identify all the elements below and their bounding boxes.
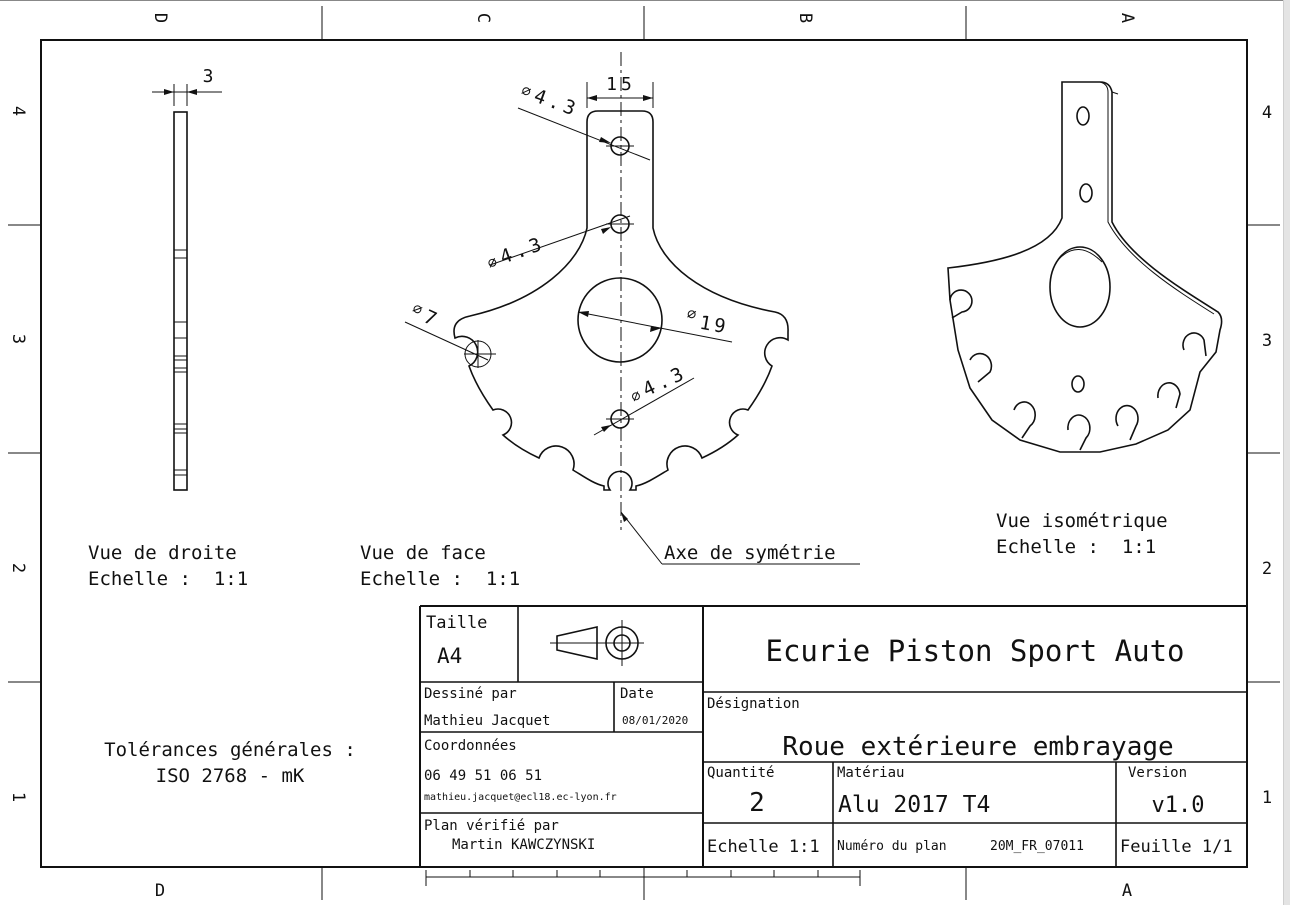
frame-labels: D C B A D A 4 3 2 1 4 3 2 1 — [8, 13, 1272, 901]
material-value: Alu 2017 T4 — [838, 792, 990, 818]
designation-label: Désignation — [707, 696, 800, 712]
column-label-bottom-d: D — [155, 881, 165, 901]
svg-text:⌀: ⌀ — [519, 81, 534, 101]
iso-view-label: Vue isométrique — [996, 510, 1168, 532]
dim-hole-low-label: ⌀ 4.3 — [628, 362, 691, 407]
date-value: 08/01/2020 — [622, 714, 688, 727]
tolerances: Tolérances générales : ISO 2768 - mK — [104, 739, 356, 787]
svg-text:⌀: ⌀ — [410, 299, 426, 319]
tolerance-standard: ISO 2768 - mK — [156, 765, 305, 787]
designation-value: Roue extérieure embrayage — [782, 732, 1173, 762]
row-label-right-3: 3 — [1262, 331, 1272, 351]
row-label-left-2: 2 — [8, 563, 28, 573]
drawn-by-label: Dessiné par — [424, 686, 517, 702]
dim-hole-mid-label: ⌀ 4.3 — [485, 232, 548, 272]
dim-bore-label: ⌀ 19 — [686, 304, 730, 339]
dim-hole-low: 4.3 — [639, 362, 690, 402]
row-label-right-4: 4 — [1262, 103, 1272, 123]
column-label-bottom-a: A — [1122, 881, 1132, 901]
dim-slot: 7 — [420, 306, 440, 331]
dim-hole-mid: 4.3 — [497, 232, 548, 269]
date-label: Date — [620, 686, 654, 702]
contact-label: Coordonnées — [424, 738, 517, 754]
plan-number-label: Numéro du plan — [837, 839, 947, 854]
checked-by-label: Plan vérifié par — [424, 818, 559, 834]
size-label: Taille — [426, 613, 487, 633]
front-view: 15 ⌀ 4.3 ⌀ 4.3 ⌀ 7 ⌀ 19 — [404, 52, 860, 565]
quantity-value: 2 — [749, 788, 765, 818]
dim-bore: 19 — [698, 312, 730, 339]
dim-width: 15 — [606, 74, 636, 95]
svg-text:⌀: ⌀ — [686, 304, 698, 323]
iso-view-scale: Echelle : 1:1 — [996, 536, 1156, 558]
version-value: v1.0 — [1152, 793, 1205, 818]
sheet-number: Feuille 1/1 — [1120, 837, 1233, 857]
dim-thickness: 3 — [203, 66, 214, 87]
material-label: Matériau — [837, 765, 904, 781]
axis-of-symmetry-note: Axe de symétrie — [664, 542, 836, 564]
row-label-right-2: 2 — [1262, 559, 1272, 579]
size-value: A4 — [437, 644, 462, 668]
version-label: Version — [1128, 765, 1187, 781]
front-view-label: Vue de face — [360, 542, 486, 564]
row-label-left-1: 1 — [8, 792, 28, 802]
isometric-view — [947, 81, 1223, 453]
dim-hole-top-label: ⌀ 4.3 — [519, 81, 582, 121]
scale-value: Echelle 1:1 — [707, 837, 820, 857]
checked-by: Martin KAWCZYNSKI — [452, 837, 595, 853]
right-view-scale: Echelle : 1:1 — [88, 568, 248, 590]
contact-phone: 06 49 51 06 51 — [424, 768, 542, 784]
plan-number: 20M_FR_07011 — [990, 839, 1084, 854]
contact-email: mathieu.jacquet@ecl18.ec-lyon.fr — [424, 792, 617, 803]
svg-text:⌀: ⌀ — [628, 386, 644, 406]
company-name: Ecurie Piston Sport Auto — [765, 634, 1184, 668]
right-view: 3 — [152, 66, 222, 491]
view-labels: Vue de droite Echelle : 1:1 Vue de face … — [88, 510, 1168, 590]
column-label-top-c: C — [473, 13, 493, 23]
drawn-by: Mathieu Jacquet — [424, 713, 550, 729]
column-label-top-a: A — [1117, 13, 1137, 23]
tolerance-title: Tolérances générales : — [104, 739, 356, 761]
column-label-top-d: D — [150, 13, 170, 23]
title-block: Taille A4 Ecurie Piston Sport Auto Dessi… — [419, 605, 1247, 867]
projection-method-icon — [550, 620, 644, 666]
column-label-top-b: B — [795, 13, 815, 23]
front-view-scale: Echelle : 1:1 — [360, 568, 520, 590]
quantity-label: Quantité — [707, 765, 774, 781]
row-label-right-1: 1 — [1262, 788, 1272, 808]
right-view-label: Vue de droite — [88, 542, 237, 564]
row-label-left-4: 4 — [8, 106, 28, 116]
window-scrollbar[interactable] — [1283, 0, 1290, 905]
row-label-left-3: 3 — [8, 334, 28, 344]
